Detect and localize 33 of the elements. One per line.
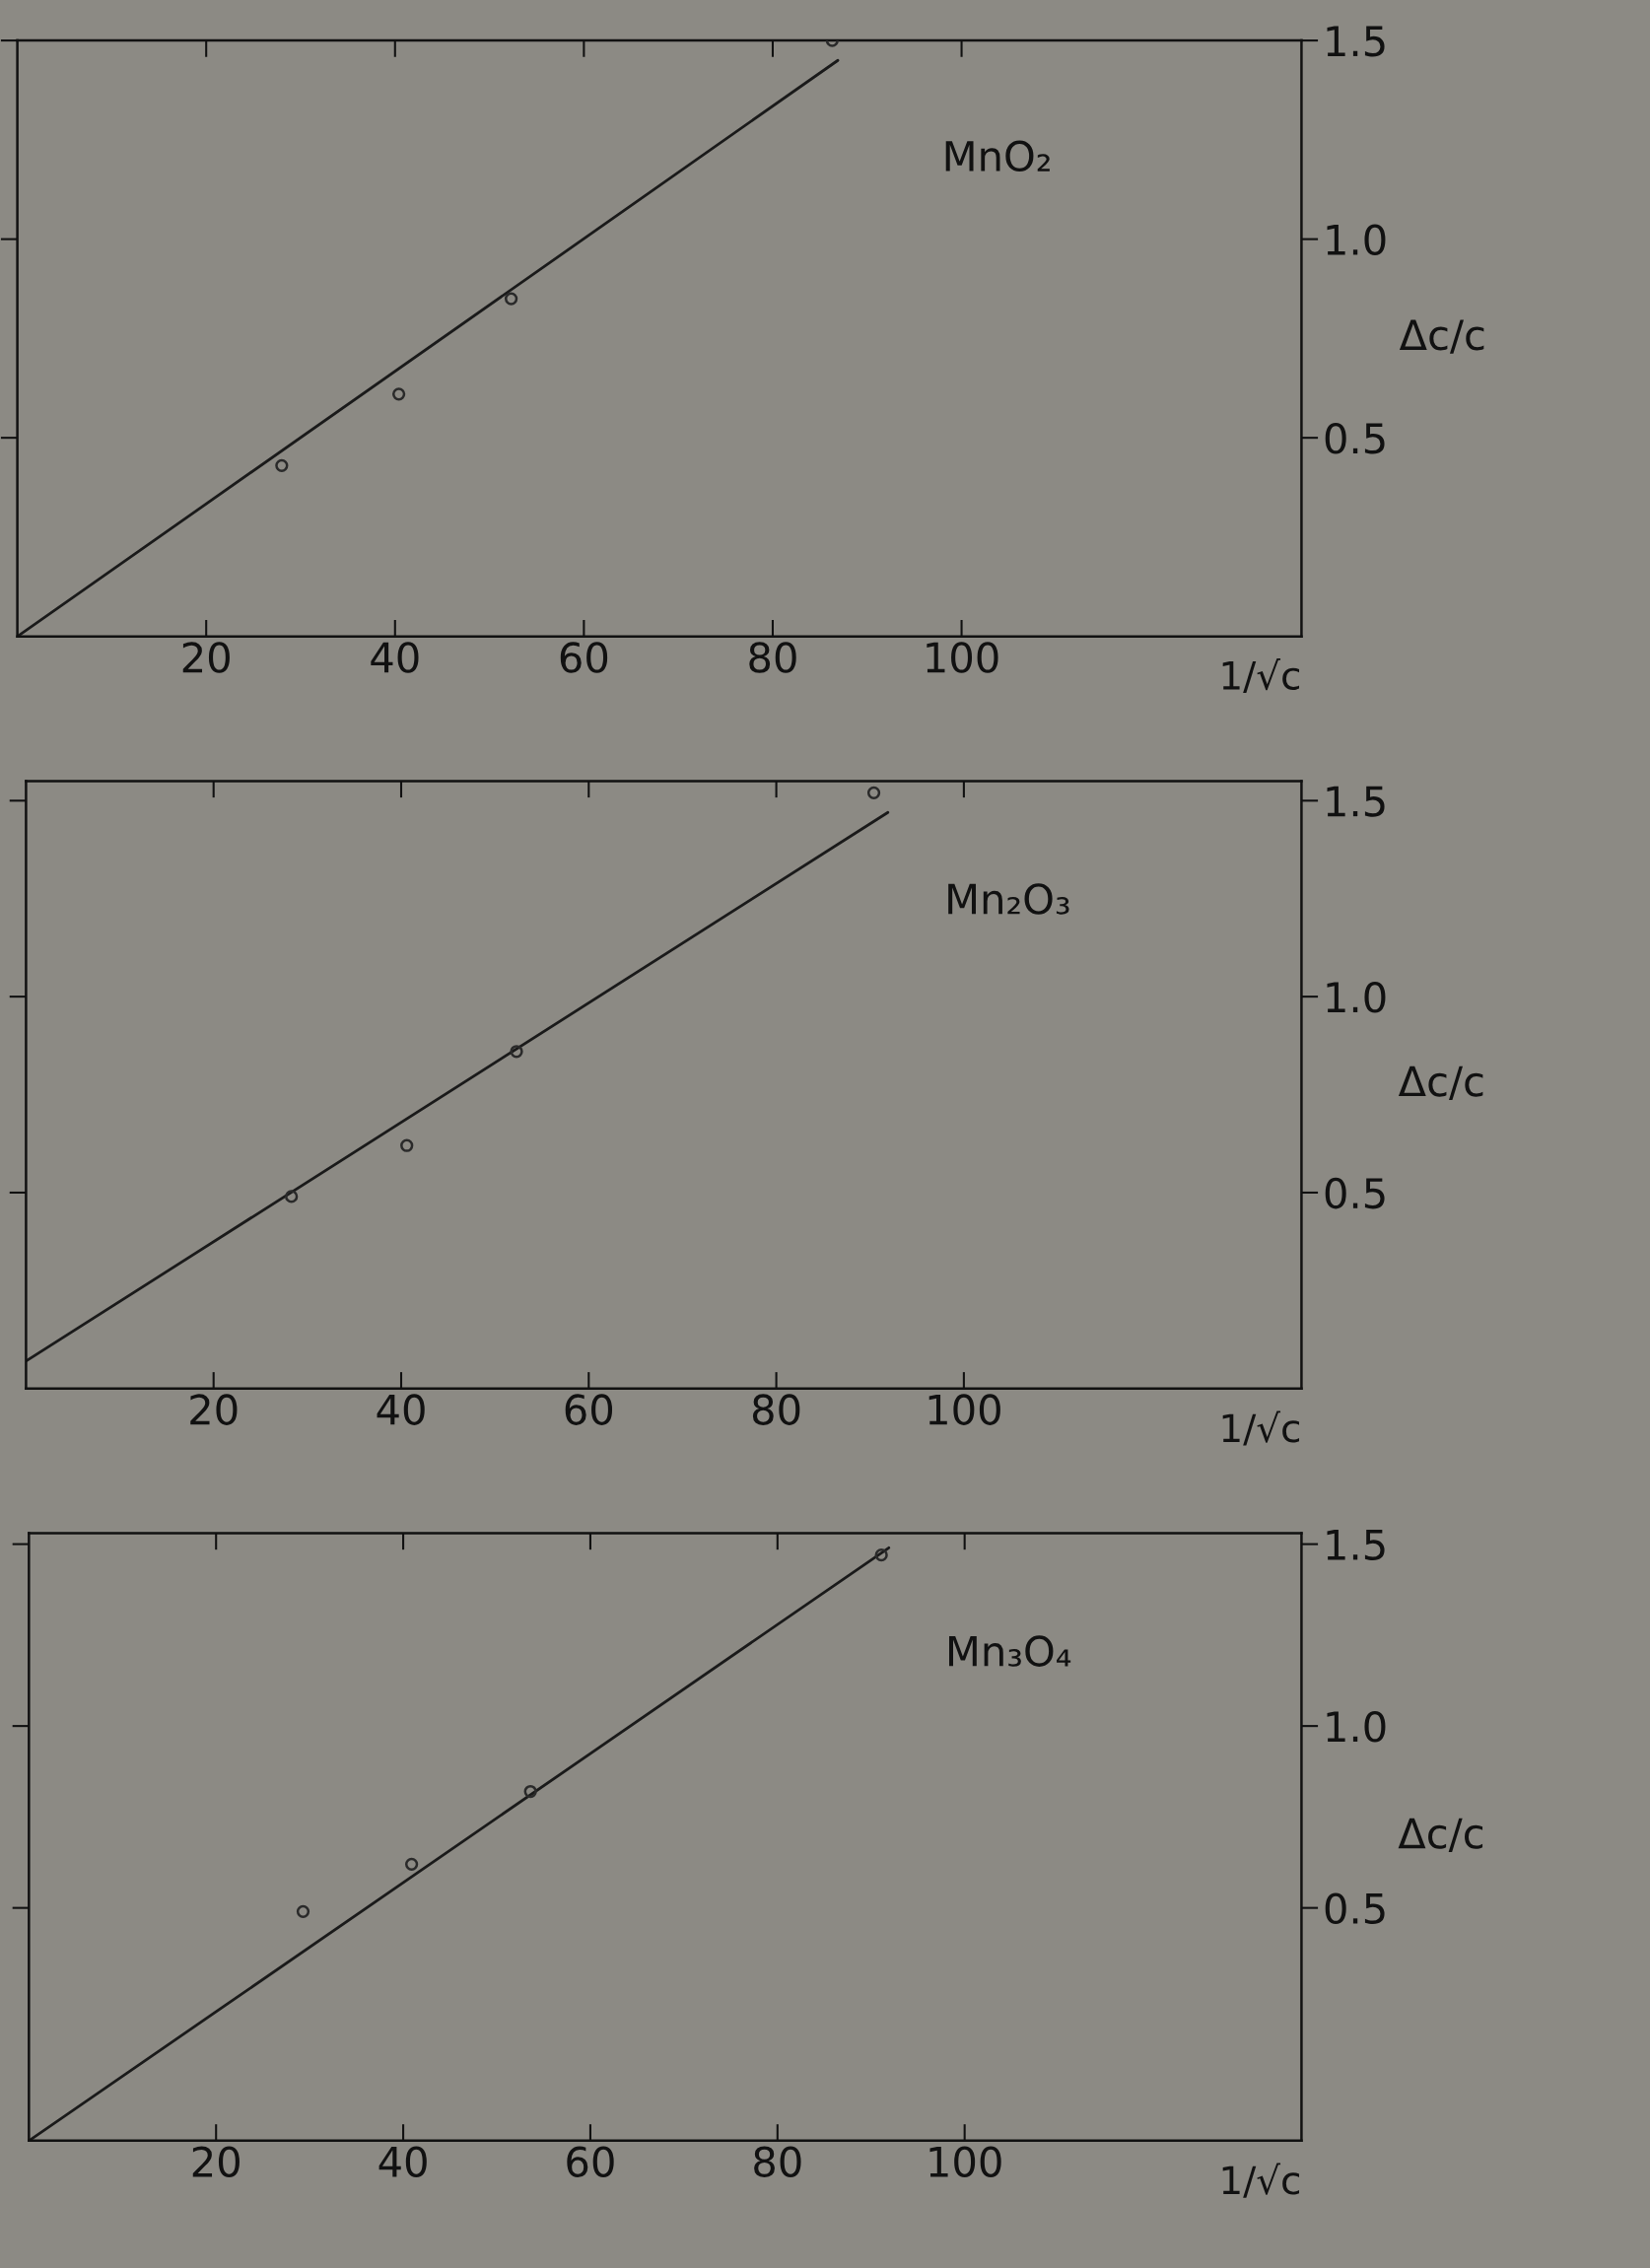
x-tick-label: 60	[567, 2146, 614, 2177]
annotation: Mn₃O₄	[949, 1635, 1071, 1667]
y-tick-label: 0.5	[1325, 1177, 1385, 1209]
x-axis-title: 1/√c	[1222, 2163, 1300, 2198]
x-tick-label: 60	[565, 1394, 613, 1425]
y-tick-label: 1.5	[1327, 786, 1385, 817]
x-tick-label: 60	[560, 642, 608, 673]
x-axis-title: 1/√c	[1222, 657, 1300, 694]
y-tick-label: 0.5	[1325, 423, 1385, 454]
x-tick-label: 20	[190, 1394, 238, 1425]
x-tick-label: 20	[182, 642, 230, 673]
x-tick-label: 100	[927, 642, 998, 673]
x-tick-label: 40	[377, 1394, 425, 1425]
x-tick-label: 40	[378, 2146, 427, 2177]
y-tick-label: 1.0	[1327, 982, 1386, 1013]
y-axis-title: Δc/c	[1399, 319, 1484, 354]
annotation: Mn₂O₃	[948, 883, 1069, 915]
y-tick-label: 0.5	[1325, 1892, 1385, 1925]
x-tick-label: 100	[928, 1394, 1000, 1425]
y-axis-title: Δc/c	[1398, 1065, 1483, 1100]
y-tick-label: 1.0	[1327, 224, 1386, 256]
x-tick-label: 80	[752, 1394, 800, 1425]
x-tick-label: 20	[192, 2146, 240, 2177]
x-tick-label: 100	[929, 2146, 1001, 2177]
x-tick-label: 80	[749, 642, 796, 673]
y-tick-label: 1.5	[1327, 1530, 1385, 1561]
x-axis-title: 1/√c	[1222, 1410, 1300, 1446]
x-tick-label: 40	[371, 642, 419, 673]
y-tick-label: 1.0	[1327, 1711, 1386, 1743]
y-axis-title: Δc/c	[1398, 1818, 1483, 1853]
y-tick-label: 1.5	[1327, 26, 1385, 57]
x-tick-label: 80	[754, 2146, 801, 2177]
annotation: MnO₂	[945, 140, 1050, 172]
